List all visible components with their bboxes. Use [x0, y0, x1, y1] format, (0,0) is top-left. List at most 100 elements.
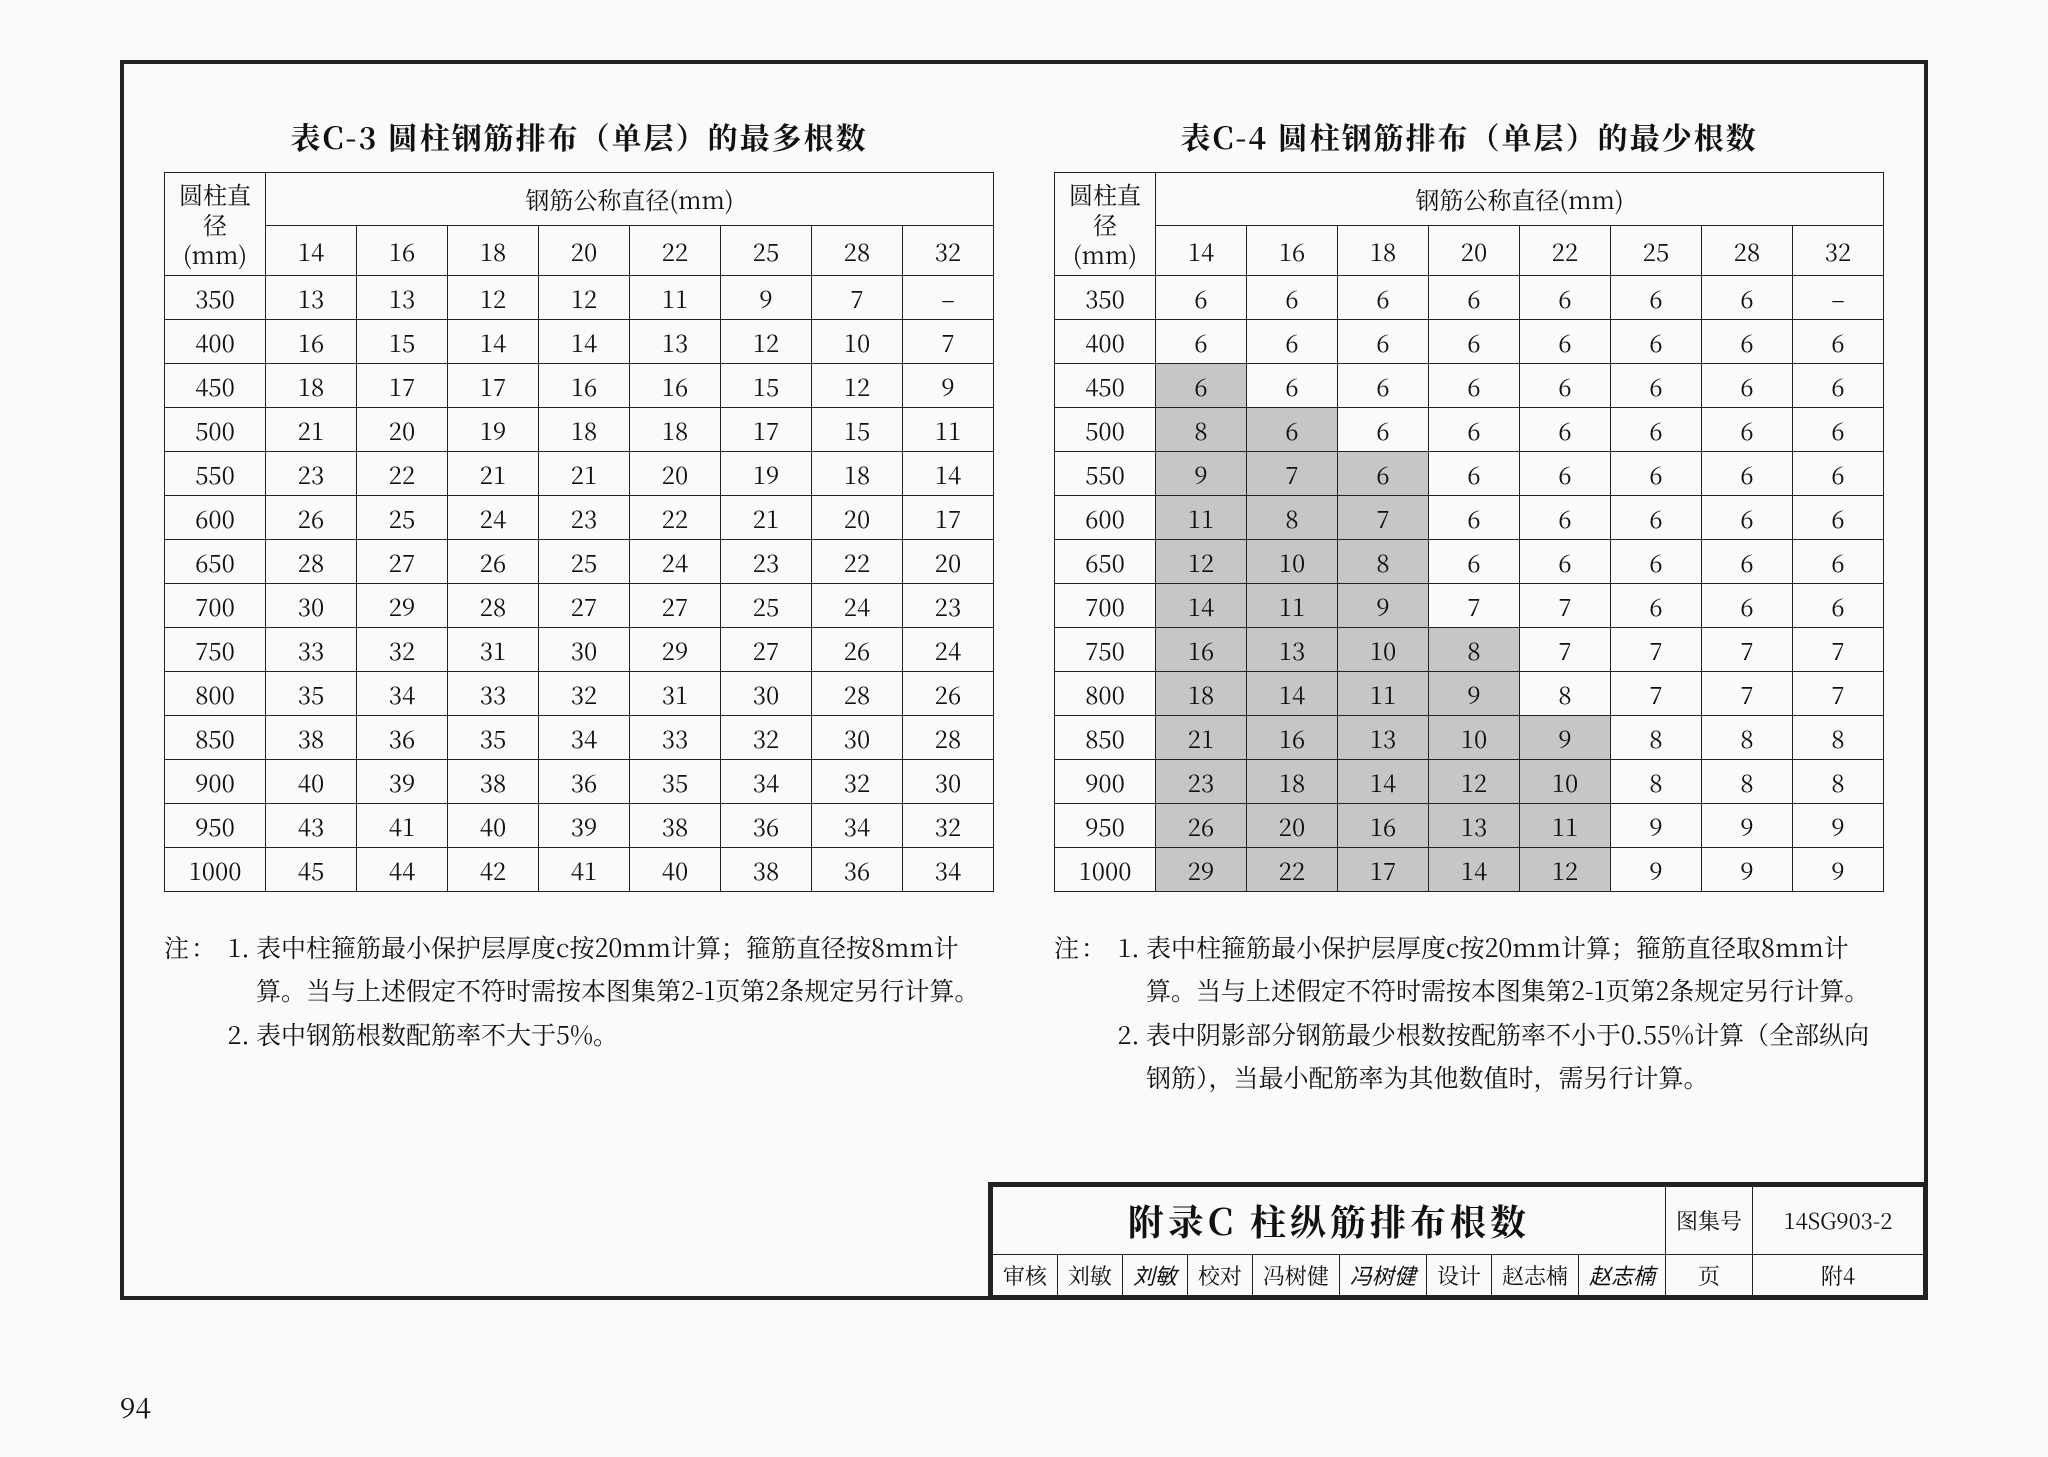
column-header: 18	[448, 225, 539, 275]
table-cell: 8	[1156, 408, 1247, 452]
table-row: 5002120191818171511	[165, 408, 994, 452]
table-cell: 11	[1338, 672, 1429, 716]
note-label: 注：	[1054, 926, 1118, 1100]
table-c4-notes: 注： 表中柱箍筋最小保护层厚度c按20mm计算；箍筋直径取8mm计算。当与上述假…	[1054, 926, 1884, 1100]
table-cell: 16	[539, 364, 630, 408]
table-cell: 32	[357, 628, 448, 672]
table-cell: 22	[630, 496, 721, 540]
table-cell: 19	[448, 408, 539, 452]
row-label: 350	[1055, 276, 1156, 320]
table-cell: 34	[539, 716, 630, 760]
column-header: 16	[1247, 225, 1338, 275]
table-row: 9004039383635343230	[165, 760, 994, 804]
table-cell: 32	[721, 716, 812, 760]
table-cell: 18	[1247, 760, 1338, 804]
table-cell: 35	[630, 760, 721, 804]
check-label: 校对	[1187, 1255, 1252, 1296]
table-cell: 36	[357, 716, 448, 760]
table-cell: 6	[1611, 320, 1702, 364]
table-cell: 8	[1702, 716, 1793, 760]
table-cell: 6	[1247, 276, 1338, 320]
column-header: 28	[1702, 225, 1793, 275]
table-cell: 10	[1520, 760, 1611, 804]
table-cell: 7	[1338, 496, 1429, 540]
row-label: 800	[165, 672, 266, 716]
table-cell: 28	[448, 584, 539, 628]
table-cell: 6	[1702, 452, 1793, 496]
table-cell: 6	[1520, 496, 1611, 540]
table-row: 75016131087777	[1055, 628, 1884, 672]
table-cell: 13	[1429, 804, 1520, 848]
table-cell: 8	[1702, 760, 1793, 804]
table-cell: 12	[812, 364, 903, 408]
table-cell: 9	[1611, 848, 1702, 892]
note-item: 表中柱箍筋最小保护层厚度c按20mm计算；箍筋直径按8mm计算。当与上述假定不符…	[256, 926, 994, 1011]
table-cell: 25	[357, 496, 448, 540]
table-cell: 12	[1156, 540, 1247, 584]
table-cell: 6	[1156, 364, 1247, 408]
table-row: 10002922171412999	[1055, 848, 1884, 892]
table-cell: 6	[1338, 364, 1429, 408]
table-c4: 圆柱直径(mm)钢筋公称直径(mm)1416182022252832350666…	[1054, 172, 1884, 892]
table-cell: 17	[448, 364, 539, 408]
table-cell: 24	[903, 628, 994, 672]
table-cell: 25	[539, 540, 630, 584]
table-cell: 36	[721, 804, 812, 848]
table-cell: 23	[721, 540, 812, 584]
row-label: 700	[1055, 584, 1156, 628]
table-cell: 6	[1793, 408, 1884, 452]
table-cell: 28	[266, 540, 357, 584]
table-cell: 24	[448, 496, 539, 540]
column-group-header: 钢筋公称直径(mm)	[1156, 173, 1884, 226]
table-cell: 23	[1156, 760, 1247, 804]
table-c3-title: 表C-3 圆柱钢筋排布（单层）的最多根数	[164, 114, 994, 158]
table-cell: 6	[1793, 540, 1884, 584]
column-header: 16	[357, 225, 448, 275]
review-name: 刘敏	[1057, 1255, 1122, 1296]
table-cell: 16	[1338, 804, 1429, 848]
table-cell: 16	[1156, 628, 1247, 672]
table-cell: 9	[903, 364, 994, 408]
table-cell: 32	[539, 672, 630, 716]
table-cell: 27	[630, 584, 721, 628]
table-cell: 13	[357, 276, 448, 320]
table-cell: 11	[903, 408, 994, 452]
column-header: 22	[630, 225, 721, 275]
table-cell: 7	[903, 320, 994, 364]
table-cell: 25	[721, 584, 812, 628]
table-row: 7003029282727252423	[165, 584, 994, 628]
row-label: 900	[165, 760, 266, 804]
table-cell: 8	[1247, 496, 1338, 540]
table-row: 6501210866666	[1055, 540, 1884, 584]
atlas-number: 14SG903-2	[1753, 1187, 1924, 1255]
column-header: 20	[1429, 225, 1520, 275]
table-row: 80018141198777	[1055, 672, 1884, 716]
table-cell: 38	[448, 760, 539, 804]
table-cell: 21	[266, 408, 357, 452]
table-cell: 6	[1611, 408, 1702, 452]
table-cell: 27	[721, 628, 812, 672]
table-cell: 22	[357, 452, 448, 496]
table-cell: 36	[539, 760, 630, 804]
table-row: 850211613109888	[1055, 716, 1884, 760]
table-cell: 30	[721, 672, 812, 716]
column-header: 14	[1156, 225, 1247, 275]
table-cell: 31	[630, 672, 721, 716]
table-row: 45066666666	[1055, 364, 1884, 408]
table-cell: 18	[630, 408, 721, 452]
table-cell: 12	[539, 276, 630, 320]
table-row: 6502827262524232220	[165, 540, 994, 584]
row-label: 1000	[165, 848, 266, 892]
table-cell: 7	[1611, 628, 1702, 672]
row-label: 550	[1055, 452, 1156, 496]
table-cell: 15	[812, 408, 903, 452]
table-cell: 6	[1611, 496, 1702, 540]
table-row: 7001411977666	[1055, 584, 1884, 628]
table-row: 450181717161615129	[165, 364, 994, 408]
table-cell: 18	[812, 452, 903, 496]
table-cell: 10	[1429, 716, 1520, 760]
table-cell: 14	[539, 320, 630, 364]
table-cell: 6	[1247, 320, 1338, 364]
table-cell: 21	[539, 452, 630, 496]
table-cell: 30	[812, 716, 903, 760]
